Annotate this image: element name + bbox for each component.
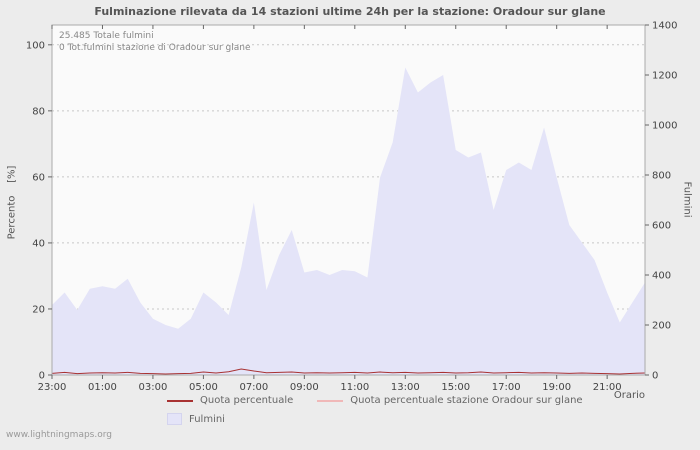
x-axis-tick-label: 03:00 bbox=[139, 382, 168, 393]
left-axis-tick-label: 100 bbox=[26, 40, 45, 51]
x-axis-tick-label: 07:00 bbox=[239, 382, 268, 393]
x-axis-tick-label: 21:00 bbox=[593, 382, 622, 393]
legend-item-fulmini: Fulmini bbox=[167, 413, 225, 425]
watermark-text: www.lightningmaps.org bbox=[6, 430, 112, 440]
right-axis-tick-label: 400 bbox=[652, 271, 671, 282]
right-axis-tick-label: 1000 bbox=[652, 121, 677, 132]
x-axis-tick-label: 23:00 bbox=[38, 382, 67, 393]
plot-border bbox=[51, 24, 646, 376]
right-axis-tick-label: 0 bbox=[652, 371, 658, 382]
left-axis-tick-label: 60 bbox=[32, 172, 45, 183]
x-axis-tick-label: 17:00 bbox=[492, 382, 521, 393]
left-axis-tick-label: 80 bbox=[32, 106, 45, 117]
x-axis-tick-label: 09:00 bbox=[290, 382, 319, 393]
quota-percentuale-line-swatch-icon bbox=[167, 399, 193, 402]
x-axis-tick-label: 01:00 bbox=[88, 382, 117, 393]
legend-item-quota-percentuale: Quota percentuale bbox=[167, 395, 293, 406]
left-axis-label: Percento [%] bbox=[6, 165, 18, 240]
x-axis-tick-label: 15:00 bbox=[441, 382, 470, 393]
legend-label-quota-percentuale-stazione: Quota percentuale stazione Oradour sur g… bbox=[350, 395, 583, 406]
right-axis-tick-label: 800 bbox=[652, 171, 671, 182]
right-axis-tick-label: 600 bbox=[652, 221, 671, 232]
legend-row: Quota percentuale Quota percentuale staz… bbox=[167, 395, 607, 406]
annotation-station-strikes: 0 Tot.fulmini stazione di Oradour sur gl… bbox=[59, 43, 251, 53]
fulmini-area-series bbox=[52, 67, 645, 375]
right-axis-tick-label: 200 bbox=[652, 321, 671, 332]
right-axis-tick-label: 1200 bbox=[652, 71, 677, 82]
x-axis-tick-label: 19:00 bbox=[542, 382, 571, 393]
legend: Quota percentuale Quota percentuale staz… bbox=[167, 395, 607, 432]
right-axis-label: Fulmini bbox=[681, 181, 693, 218]
legend-label-quota-percentuale: Quota percentuale bbox=[200, 395, 294, 406]
legend-item-quota-percentuale-stazione: Quota percentuale stazione Oradour sur g… bbox=[317, 395, 583, 406]
fulmini-area-swatch-icon bbox=[167, 413, 182, 425]
right-axis-tick-label: 1400 bbox=[652, 21, 677, 32]
x-axis-tick-label: 05:00 bbox=[189, 382, 218, 393]
annotation-total-strikes: 25.485 Totale fulmini bbox=[59, 31, 154, 41]
percent-line-series bbox=[51, 368, 646, 375]
x-axis-tick-label: 13:00 bbox=[391, 382, 420, 393]
x-axis-tick-label: 11:00 bbox=[340, 382, 369, 393]
chart-title: Fulminazione rilevata da 14 stazioni ult… bbox=[94, 5, 606, 18]
legend-row: Fulmini bbox=[167, 413, 607, 425]
legend-label-fulmini: Fulmini bbox=[189, 413, 225, 425]
left-axis-tick-label: 0 bbox=[39, 371, 45, 382]
left-axis-tick-label: 20 bbox=[32, 304, 45, 315]
x-axis-label: Orario bbox=[613, 390, 645, 401]
station-line-swatch-icon bbox=[317, 399, 344, 402]
left-axis-tick-label: 40 bbox=[32, 238, 45, 249]
